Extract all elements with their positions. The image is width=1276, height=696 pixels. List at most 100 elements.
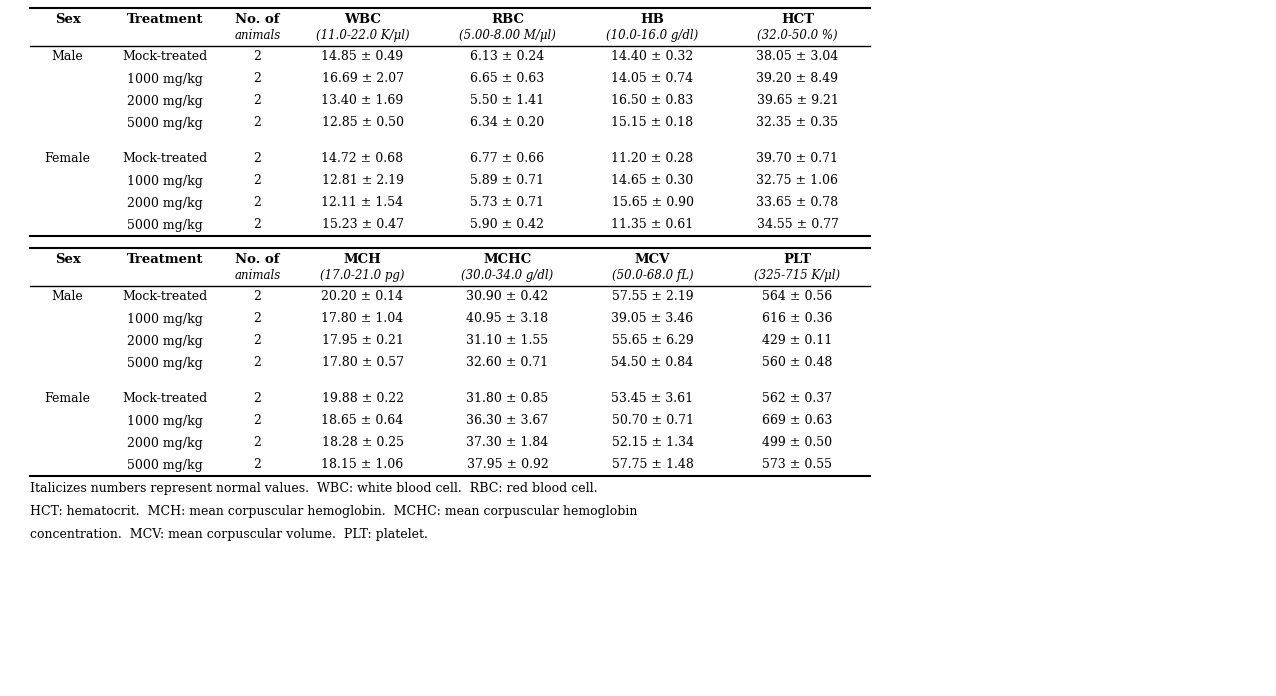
Text: 6.34 ± 0.20: 6.34 ± 0.20 bbox=[471, 116, 545, 129]
Text: 5.73 ± 0.71: 5.73 ± 0.71 bbox=[471, 196, 545, 209]
Text: 20.20 ± 0.14: 20.20 ± 0.14 bbox=[322, 290, 403, 303]
Text: 30.90 ± 0.42: 30.90 ± 0.42 bbox=[467, 290, 549, 303]
Text: Male: Male bbox=[51, 51, 83, 63]
Text: 37.30 ± 1.84: 37.30 ± 1.84 bbox=[466, 436, 549, 450]
Text: WBC: WBC bbox=[345, 13, 382, 26]
Text: 14.65 ± 0.30: 14.65 ± 0.30 bbox=[611, 175, 694, 187]
Text: 2: 2 bbox=[254, 290, 262, 303]
Text: 12.81 ± 2.19: 12.81 ± 2.19 bbox=[322, 175, 403, 187]
Text: 2: 2 bbox=[254, 175, 262, 187]
Text: 2000 mg/kg: 2000 mg/kg bbox=[128, 95, 203, 107]
Text: 2000 mg/kg: 2000 mg/kg bbox=[128, 335, 203, 347]
Text: Mock-treated: Mock-treated bbox=[122, 290, 208, 303]
Text: (11.0-22.0 K/μl): (11.0-22.0 K/μl) bbox=[315, 29, 410, 42]
Text: 2: 2 bbox=[254, 335, 262, 347]
Text: 2: 2 bbox=[254, 72, 262, 86]
Text: (5.00-8.00 M/μl): (5.00-8.00 M/μl) bbox=[459, 29, 556, 42]
Text: 18.65 ± 0.64: 18.65 ± 0.64 bbox=[322, 415, 403, 427]
Text: 14.40 ± 0.32: 14.40 ± 0.32 bbox=[611, 51, 694, 63]
Text: 31.10 ± 1.55: 31.10 ± 1.55 bbox=[467, 335, 549, 347]
Text: 52.15 ± 1.34: 52.15 ± 1.34 bbox=[611, 436, 693, 450]
Text: 6.65 ± 0.63: 6.65 ± 0.63 bbox=[471, 72, 545, 86]
Text: 429 ± 0.11: 429 ± 0.11 bbox=[762, 335, 833, 347]
Text: (32.0-50.0 %): (32.0-50.0 %) bbox=[757, 29, 838, 42]
Text: 53.45 ± 3.61: 53.45 ± 3.61 bbox=[611, 393, 694, 406]
Text: MCHC: MCHC bbox=[484, 253, 532, 266]
Text: 31.80 ± 0.85: 31.80 ± 0.85 bbox=[466, 393, 549, 406]
Text: MCV: MCV bbox=[635, 253, 670, 266]
Text: 13.40 ± 1.69: 13.40 ± 1.69 bbox=[322, 95, 403, 107]
Text: 2: 2 bbox=[254, 196, 262, 209]
Text: 17.95 ± 0.21: 17.95 ± 0.21 bbox=[322, 335, 403, 347]
Text: 16.50 ± 0.83: 16.50 ± 0.83 bbox=[611, 95, 694, 107]
Text: 5000 mg/kg: 5000 mg/kg bbox=[128, 459, 203, 471]
Text: Mock-treated: Mock-treated bbox=[122, 393, 208, 406]
Text: (17.0-21.0 pg): (17.0-21.0 pg) bbox=[320, 269, 404, 282]
Text: 33.65 ± 0.78: 33.65 ± 0.78 bbox=[757, 196, 838, 209]
Text: 564 ± 0.56: 564 ± 0.56 bbox=[762, 290, 833, 303]
Text: 5.50 ± 1.41: 5.50 ± 1.41 bbox=[471, 95, 545, 107]
Text: 18.28 ± 0.25: 18.28 ± 0.25 bbox=[322, 436, 403, 450]
Text: 39.70 ± 0.71: 39.70 ± 0.71 bbox=[757, 152, 838, 166]
Text: 5000 mg/kg: 5000 mg/kg bbox=[128, 219, 203, 232]
Text: Female: Female bbox=[45, 393, 91, 406]
Text: (325-715 K/μl): (325-715 K/μl) bbox=[754, 269, 841, 282]
Text: 16.69 ± 2.07: 16.69 ± 2.07 bbox=[322, 72, 403, 86]
Text: 50.70 ± 0.71: 50.70 ± 0.71 bbox=[611, 415, 693, 427]
Text: 32.60 ± 0.71: 32.60 ± 0.71 bbox=[467, 356, 549, 370]
Text: (50.0-68.0 fL): (50.0-68.0 fL) bbox=[611, 269, 693, 282]
Text: 616 ± 0.36: 616 ± 0.36 bbox=[762, 313, 833, 326]
Text: (30.0-34.0 g/dl): (30.0-34.0 g/dl) bbox=[462, 269, 554, 282]
Text: 15.23 ± 0.47: 15.23 ± 0.47 bbox=[322, 219, 403, 232]
Text: animals: animals bbox=[235, 269, 281, 282]
Text: 18.15 ± 1.06: 18.15 ± 1.06 bbox=[322, 459, 403, 471]
Text: 39.20 ± 8.49: 39.20 ± 8.49 bbox=[757, 72, 838, 86]
Text: 5.90 ± 0.42: 5.90 ± 0.42 bbox=[471, 219, 545, 232]
Text: 560 ± 0.48: 560 ± 0.48 bbox=[762, 356, 833, 370]
Text: 55.65 ± 6.29: 55.65 ± 6.29 bbox=[611, 335, 693, 347]
Text: 573 ± 0.55: 573 ± 0.55 bbox=[763, 459, 832, 471]
Text: 39.05 ± 3.46: 39.05 ± 3.46 bbox=[611, 313, 694, 326]
Text: 2: 2 bbox=[254, 393, 262, 406]
Text: Sex: Sex bbox=[55, 13, 80, 26]
Text: 6.13 ± 0.24: 6.13 ± 0.24 bbox=[471, 51, 545, 63]
Text: 5.89 ± 0.71: 5.89 ± 0.71 bbox=[471, 175, 545, 187]
Text: 57.75 ± 1.48: 57.75 ± 1.48 bbox=[611, 459, 693, 471]
Text: No. of: No. of bbox=[235, 13, 279, 26]
Text: 14.72 ± 0.68: 14.72 ± 0.68 bbox=[322, 152, 403, 166]
Text: 32.35 ± 0.35: 32.35 ± 0.35 bbox=[757, 116, 838, 129]
Text: Female: Female bbox=[45, 152, 91, 166]
Text: 1000 mg/kg: 1000 mg/kg bbox=[128, 175, 203, 187]
Text: 17.80 ± 1.04: 17.80 ± 1.04 bbox=[322, 313, 403, 326]
Text: 57.55 ± 2.19: 57.55 ± 2.19 bbox=[611, 290, 693, 303]
Text: 40.95 ± 3.18: 40.95 ± 3.18 bbox=[467, 313, 549, 326]
Text: 5000 mg/kg: 5000 mg/kg bbox=[128, 356, 203, 370]
Text: 11.20 ± 0.28: 11.20 ± 0.28 bbox=[611, 152, 694, 166]
Text: 5000 mg/kg: 5000 mg/kg bbox=[128, 116, 203, 129]
Text: MCH: MCH bbox=[343, 253, 382, 266]
Text: 39.65 ± 9.21: 39.65 ± 9.21 bbox=[757, 95, 838, 107]
Text: 32.75 ± 1.06: 32.75 ± 1.06 bbox=[757, 175, 838, 187]
Text: 2000 mg/kg: 2000 mg/kg bbox=[128, 196, 203, 209]
Text: 12.11 ± 1.54: 12.11 ± 1.54 bbox=[322, 196, 403, 209]
Text: Treatment: Treatment bbox=[126, 253, 203, 266]
Text: 2: 2 bbox=[254, 219, 262, 232]
Text: 14.05 ± 0.74: 14.05 ± 0.74 bbox=[611, 72, 694, 86]
Text: 38.05 ± 3.04: 38.05 ± 3.04 bbox=[757, 51, 838, 63]
Text: Italicizes numbers represent normal values.  WBC: white blood cell.  RBC: red bl: Italicizes numbers represent normal valu… bbox=[31, 482, 597, 495]
Text: 2: 2 bbox=[254, 356, 262, 370]
Text: 2: 2 bbox=[254, 313, 262, 326]
Text: 6.77 ± 0.66: 6.77 ± 0.66 bbox=[471, 152, 545, 166]
Text: Sex: Sex bbox=[55, 253, 80, 266]
Text: 2: 2 bbox=[254, 459, 262, 471]
Text: Mock-treated: Mock-treated bbox=[122, 152, 208, 166]
Text: 2000 mg/kg: 2000 mg/kg bbox=[128, 436, 203, 450]
Text: Male: Male bbox=[51, 290, 83, 303]
Text: 54.50 ± 0.84: 54.50 ± 0.84 bbox=[611, 356, 694, 370]
Text: 15.65 ± 0.90: 15.65 ± 0.90 bbox=[611, 196, 693, 209]
Text: 34.55 ± 0.77: 34.55 ± 0.77 bbox=[757, 219, 838, 232]
Text: 562 ± 0.37: 562 ± 0.37 bbox=[763, 393, 832, 406]
Text: 2: 2 bbox=[254, 95, 262, 107]
Text: 2: 2 bbox=[254, 436, 262, 450]
Text: 2: 2 bbox=[254, 415, 262, 427]
